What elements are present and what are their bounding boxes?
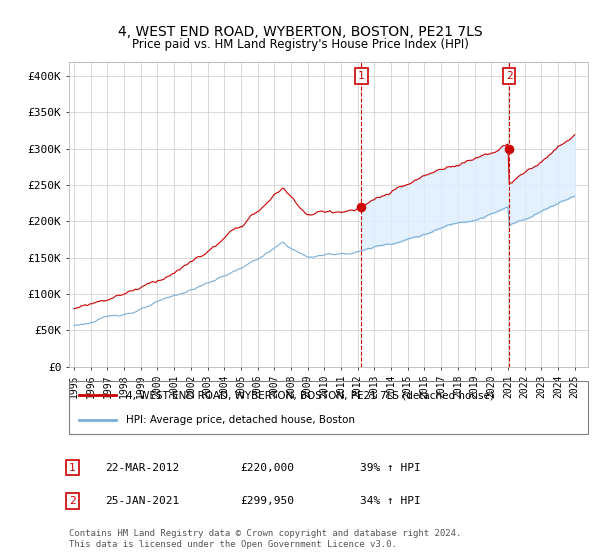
Text: 25-JAN-2021: 25-JAN-2021 xyxy=(105,496,179,506)
Text: 2: 2 xyxy=(506,71,512,81)
Text: £220,000: £220,000 xyxy=(240,463,294,473)
Text: 1: 1 xyxy=(358,71,365,81)
Text: 1: 1 xyxy=(69,463,76,473)
Text: Price paid vs. HM Land Registry's House Price Index (HPI): Price paid vs. HM Land Registry's House … xyxy=(131,38,469,51)
Text: 22-MAR-2012: 22-MAR-2012 xyxy=(105,463,179,473)
Point xyxy=(504,144,514,153)
Text: 4, WEST END ROAD, WYBERTON, BOSTON, PE21 7LS (detached house): 4, WEST END ROAD, WYBERTON, BOSTON, PE21… xyxy=(126,390,494,400)
Text: 2: 2 xyxy=(69,496,76,506)
Point xyxy=(356,203,366,212)
Text: HPI: Average price, detached house, Boston: HPI: Average price, detached house, Bost… xyxy=(126,414,355,424)
Text: £299,950: £299,950 xyxy=(240,496,294,506)
Text: Contains HM Land Registry data © Crown copyright and database right 2024.
This d: Contains HM Land Registry data © Crown c… xyxy=(69,529,461,549)
Text: 39% ↑ HPI: 39% ↑ HPI xyxy=(360,463,421,473)
Text: 4, WEST END ROAD, WYBERTON, BOSTON, PE21 7LS: 4, WEST END ROAD, WYBERTON, BOSTON, PE21… xyxy=(118,25,482,39)
Text: 34% ↑ HPI: 34% ↑ HPI xyxy=(360,496,421,506)
